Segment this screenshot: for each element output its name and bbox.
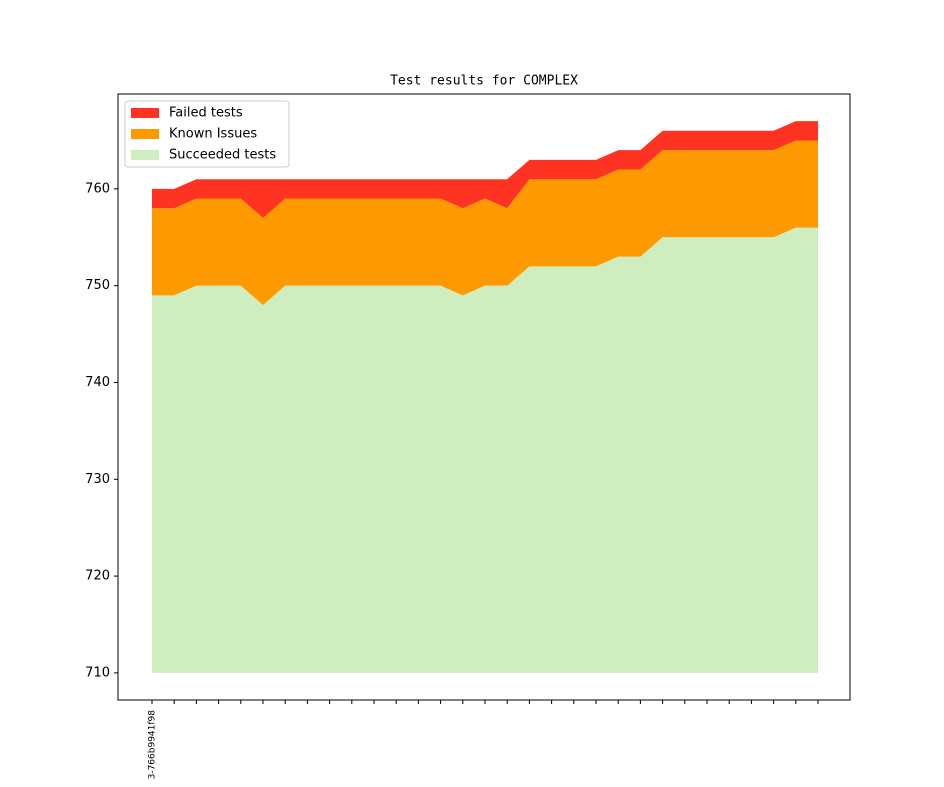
area [152, 227, 818, 673]
legend-label: Succeeded tests [169, 148, 276, 163]
area [152, 121, 818, 218]
y-tick-label: 720 [85, 569, 110, 584]
plot-frame [117, 93, 851, 701]
y-tick-label: 730 [85, 472, 110, 487]
legend-label: Known Issues [169, 127, 257, 142]
legend-label: Failed tests [169, 106, 243, 121]
y-tick-label: 740 [85, 375, 110, 390]
legend: Failed tests Known Issues Succeeded tests [124, 100, 290, 168]
legend-frame [124, 100, 290, 168]
y-tick-label: 760 [85, 181, 110, 196]
legend-swatch [131, 150, 159, 160]
y-tick-label: 710 [85, 665, 110, 680]
area [152, 140, 818, 306]
x-tick-label: 3-766b9941f98 [148, 710, 158, 780]
y-tick-label: 750 [85, 278, 110, 293]
chart-title: Test results for COMPLEX [390, 74, 578, 89]
legend-swatch [131, 129, 159, 139]
legend-swatch [131, 108, 159, 118]
